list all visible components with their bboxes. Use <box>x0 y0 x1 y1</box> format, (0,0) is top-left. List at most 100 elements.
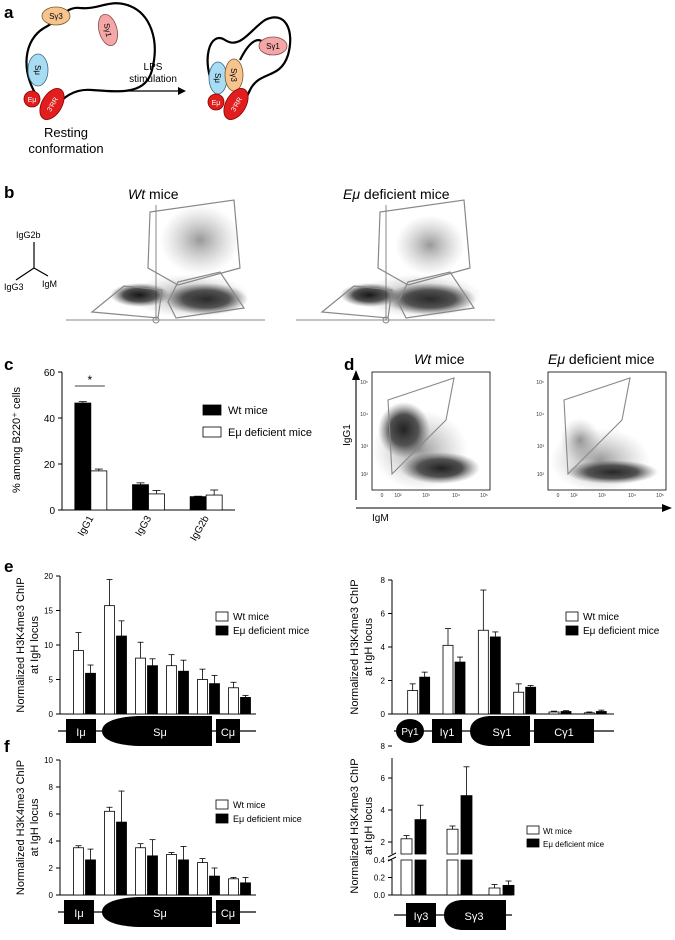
chart-e1-bar-4-0 <box>197 679 208 715</box>
sg3-ellipse <box>41 6 71 26</box>
f2-ytick-label: 4 <box>381 806 386 815</box>
chart-e2-bar-5-1 <box>595 711 607 715</box>
f2-bar-low-0-0 <box>400 859 413 896</box>
svg-text:10²: 10² <box>537 472 545 478</box>
gene-sg1: Sγ1 <box>493 727 512 739</box>
gene-ig1: Iγ1 <box>440 727 455 739</box>
f2-bar-high-1-1 <box>460 795 473 855</box>
chart-e1-legend-swatch <box>215 611 229 622</box>
c-xtick-label: IgG2b <box>189 514 212 543</box>
chart-e2-ytick-label: 8 <box>381 576 386 585</box>
chart-e1-legend-label: Eμ deficient mice <box>233 626 310 637</box>
f2-break-mark <box>387 852 397 858</box>
c-bar-IgG2b-1 <box>205 494 223 511</box>
chart-e2-legend-swatch <box>565 611 579 622</box>
emu-circle-2 <box>207 93 225 111</box>
chart-e1-legend-label: Wt mice <box>233 612 270 623</box>
gene-map-e-right: Pγ1 Iγ1 Sγ1 Cγ1 <box>394 716 614 746</box>
svg-text:10⁴: 10⁴ <box>628 493 636 499</box>
chart-f1-legend-label: Wt mice <box>233 800 266 810</box>
svg-text:10³: 10³ <box>598 493 606 499</box>
chart-e2-bar-0-1 <box>419 676 431 715</box>
panel-label-a: a <box>4 3 14 22</box>
gene-cg1: Cγ1 <box>554 727 574 739</box>
chart-e1-bar-4-1 <box>209 683 220 715</box>
c-ytick-label: 20 <box>44 460 56 471</box>
chart-e2-ylabel-line1: Normalized H3K4me3 ChIP <box>349 579 361 714</box>
c-legend-label: Eμ deficient mice <box>228 427 312 439</box>
stimulation-label: stimulation <box>129 74 177 85</box>
chart-e2-bar-2-0 <box>477 629 489 715</box>
chart-e2-bar-2-1 <box>489 636 501 715</box>
b-plot-wt <box>66 199 265 324</box>
gene-map-e-left: Iμ Sμ Cμ <box>58 716 256 746</box>
b-title-wt: Wt mice <box>128 186 179 202</box>
panel-label-e: e <box>4 557 13 576</box>
c-bar-IgG3-0 <box>132 484 149 511</box>
chart-e1-legend-swatch <box>215 625 229 636</box>
f2-legend-label: Wt mice <box>543 827 572 836</box>
chart-e1-bar-0-1 <box>85 672 96 715</box>
chart-e1-bar-3-0 <box>166 665 177 715</box>
gene-pg1: Pγ1 <box>401 727 419 738</box>
panel-c-chart: % among B220⁺ cells 0 20 40 60 IgG1 IgG3 IgG2b… <box>11 368 312 543</box>
sg1-ellipse-2 <box>258 36 288 56</box>
svg-text:10⁴: 10⁴ <box>536 412 544 418</box>
f2-ytick-label: 8 <box>381 742 386 751</box>
c-ylabel: % among B220⁺ cells <box>11 386 23 493</box>
svg-text:10⁵: 10⁵ <box>480 493 488 499</box>
chart-f1-ytick-label: 2 <box>49 864 54 873</box>
b-title-emu: Eμ deficient mice <box>343 186 450 202</box>
c-ytick-label: 40 <box>44 414 56 425</box>
f2-legend-swatch <box>526 838 540 848</box>
chart-f1-bar-5-0 <box>228 878 239 896</box>
f2-legend-swatch <box>526 825 540 835</box>
f2-ytick-label: 0.4 <box>374 856 386 865</box>
chart-e2-bar-3-1 <box>525 686 537 715</box>
panel-label-f: f <box>4 737 10 756</box>
gene-cmu: Cμ <box>221 727 235 739</box>
chart-e1-bar-5-0 <box>228 687 239 715</box>
c-ytick-label: 0 <box>49 506 55 517</box>
c-xtick-label: IgG1 <box>76 514 97 539</box>
gene-map-f-left: Iμ Sμ Cμ <box>58 897 256 927</box>
chart-e2-bar-4-1 <box>560 711 572 715</box>
chart-e1-ytick-label: 0 <box>49 710 54 719</box>
f2-bar-high-0-0 <box>400 838 413 855</box>
gene-ig3: Iγ3 <box>414 911 429 923</box>
sg1-label: Sγ1 <box>102 23 113 39</box>
chart-e1-ytick-label: 15 <box>44 607 53 616</box>
svg-text:10²: 10² <box>570 493 578 499</box>
panel-label-b: b <box>4 183 14 202</box>
chart-f1-legend-label: Eμ deficient mice <box>233 814 302 824</box>
b-axis-igg2b: IgG2b <box>16 230 41 240</box>
chart-e1-bar-5-1 <box>240 697 251 715</box>
chart-f1-bar-1-0 <box>104 810 115 896</box>
chart-f1-ytick-label: 10 <box>44 756 53 765</box>
b-axis-igm: IgM <box>42 279 57 289</box>
c-legend-swatch <box>202 404 222 416</box>
chart-e1-bar-0-0 <box>73 650 84 715</box>
chart-e2-bar-5-0 <box>583 712 595 715</box>
chart-e1-ytick-label: 5 <box>49 676 54 685</box>
emu-circle <box>23 90 41 108</box>
chart-e2-ytick-label: 4 <box>381 643 386 652</box>
panel-label-d: d <box>344 355 354 374</box>
panel-e-left-chart: 0 5 10 15 20 Normalized H3K4me3 ChIP at IgH lo… <box>15 572 310 719</box>
f2-ytick-label: 6 <box>381 774 386 783</box>
chart-f1-bar-3-0 <box>166 854 177 896</box>
f2-ytick-label: 0.2 <box>374 874 386 883</box>
chart-f1-bar-0-1 <box>85 859 96 896</box>
svg-text:10³: 10³ <box>422 493 430 499</box>
chart-f1-ytick-label: 6 <box>49 810 54 819</box>
panel-d-flow: Wt mice Eμ deficient mice IgG1 IgM 10² 1… <box>342 351 672 524</box>
chart-f1-bar-2-0 <box>135 847 146 896</box>
chart-f1-legend-swatch <box>215 799 229 810</box>
emu-label-2: Eμ <box>212 100 221 107</box>
chart-f1-ytick-label: 4 <box>49 837 54 846</box>
svg-text:10³: 10³ <box>361 444 369 450</box>
f2-ytick-label: 2 <box>381 838 386 847</box>
caption-line1: Resting <box>44 125 88 140</box>
svg-text:0: 0 <box>381 493 384 499</box>
